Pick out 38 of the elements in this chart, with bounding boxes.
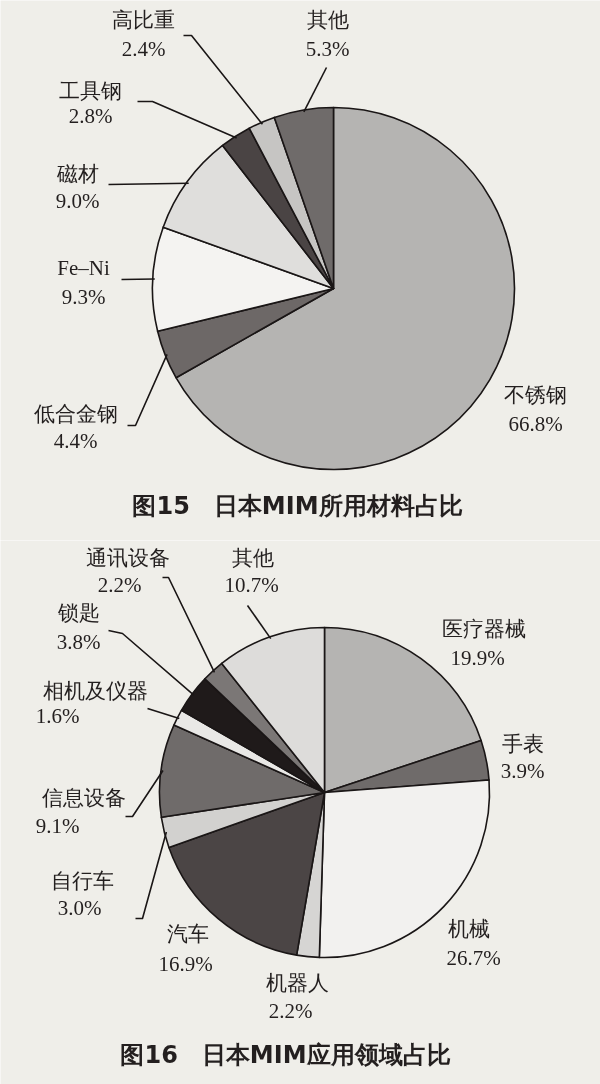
slice-label: 医疗器械: [441, 616, 526, 641]
data-label: 9.3%: [61, 284, 106, 309]
slice-label: 机器人: [266, 970, 329, 995]
data-label: 2.2%: [268, 998, 313, 1023]
data-label: 2.8%: [68, 103, 113, 128]
data-label: 9.1%: [35, 813, 80, 838]
data-label: 16.9%: [158, 951, 213, 976]
data-label: 66.8%: [508, 411, 563, 436]
data-label: 10.7%: [224, 572, 279, 597]
slice-label: 其他: [231, 545, 274, 570]
slice-label: 工具钢: [59, 78, 122, 103]
slice-label: 相机及仪器: [43, 678, 148, 703]
slice-label: 手表: [501, 731, 544, 756]
slice-label: Fe–Ni: [57, 255, 110, 280]
slice-label: 汽车: [166, 921, 209, 946]
text: 图16 日本MIM应用领域占比: [120, 1040, 451, 1069]
slice-label: 信息设备: [41, 785, 126, 810]
data-label: 5.3%: [305, 36, 350, 61]
data-label: 2.2%: [97, 572, 142, 597]
data-label: 2.4%: [121, 36, 166, 61]
slice-label: 不锈钢: [504, 382, 567, 407]
text: 图15 日本MIM所用材料占比: [132, 491, 463, 520]
slice-label: 其他: [306, 7, 349, 32]
slice-label: 磁材: [55, 161, 99, 186]
slice-label: 机械: [447, 916, 490, 941]
data-label: 3.8%: [56, 629, 101, 654]
slice-label: 低合金钢: [33, 401, 118, 426]
data-label: 19.9%: [450, 645, 505, 670]
data-label: 3.9%: [500, 758, 545, 783]
slice-label: 自行车: [51, 868, 114, 893]
data-label: 3.0%: [57, 895, 102, 920]
slice-label: 锁匙: [56, 600, 100, 625]
data-label: 4.4%: [53, 428, 98, 453]
data-label: 1.6%: [35, 703, 80, 728]
data-label: 9.0%: [55, 188, 100, 213]
slice-label: 高比重: [112, 7, 175, 32]
data-label: 26.7%: [446, 945, 501, 970]
slice-label: 通讯设备: [85, 545, 170, 570]
